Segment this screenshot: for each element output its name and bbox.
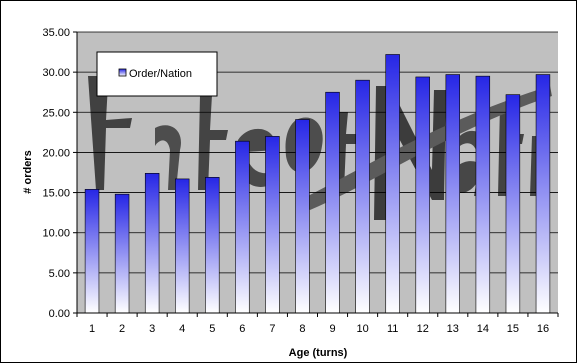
- y-axis-ticks: 0.00 5.00 10.00 15.00 20.00 25.00 30.00 35.00: [42, 27, 77, 320]
- bar-age-14: [475, 75, 491, 314]
- y-tick-label: 35.00: [42, 27, 70, 39]
- x-tick-label: 9: [329, 323, 335, 335]
- x-axis-title: Age (turns): [289, 347, 348, 359]
- x-tick-label: 5: [209, 323, 215, 335]
- x-axis-ticks: 1 2 3 4 5 6 7 8 9 10 11 12 13 14 15 16: [76, 313, 559, 335]
- legend-box: [96, 51, 218, 97]
- bars: [84, 54, 551, 314]
- bar-age-9: [325, 91, 340, 314]
- x-tick-label: 16: [537, 323, 549, 335]
- y-tick-label: 10.00: [42, 228, 70, 240]
- x-tick-label: 11: [387, 323, 398, 335]
- legend: Order/Nation: [96, 51, 218, 97]
- x-tick-label: 14: [477, 323, 489, 335]
- y-tick-label: 30.00: [42, 67, 70, 79]
- bar-age-4: [175, 178, 190, 314]
- bar-age-15: [505, 94, 521, 314]
- bar-age-13: [445, 74, 460, 314]
- y-tick-label: 25.00: [42, 107, 70, 119]
- bar-age-8: [295, 119, 310, 314]
- bar-age-6: [235, 140, 250, 314]
- bar-age-7: [265, 136, 280, 314]
- x-tick-label: 15: [507, 323, 519, 335]
- x-tick-label: 2: [119, 323, 125, 335]
- x-tick-label: 3: [149, 323, 155, 335]
- bar-age-2: [114, 193, 130, 314]
- bar-age-5: [205, 177, 220, 314]
- x-tick-label: 1: [89, 323, 95, 335]
- x-tick-label: 8: [299, 323, 305, 335]
- y-tick-label: 15.00: [42, 188, 70, 200]
- bar-age-12: [415, 76, 430, 314]
- x-tick-label: 7: [269, 323, 275, 335]
- x-tick-label: 4: [179, 323, 185, 335]
- y-tick-label: 20.00: [42, 147, 70, 159]
- y-tick-label: 5.00: [49, 268, 70, 280]
- x-tick-label: 10: [356, 323, 368, 335]
- bar-age-3: [144, 173, 160, 314]
- x-tick-label: 6: [239, 323, 245, 335]
- bar-age-16: [535, 74, 551, 314]
- y-axis-title: # orders: [22, 150, 34, 193]
- y-tick-label: 0.00: [49, 308, 70, 320]
- legend-label: Order/Nation: [129, 68, 192, 80]
- bar-age-10: [355, 79, 370, 314]
- x-tick-label: 13: [447, 323, 459, 335]
- legend-swatch: [118, 68, 127, 77]
- x-tick-label: 12: [417, 323, 429, 335]
- bar-age-11: [385, 54, 400, 314]
- bar-age-1: [84, 189, 100, 314]
